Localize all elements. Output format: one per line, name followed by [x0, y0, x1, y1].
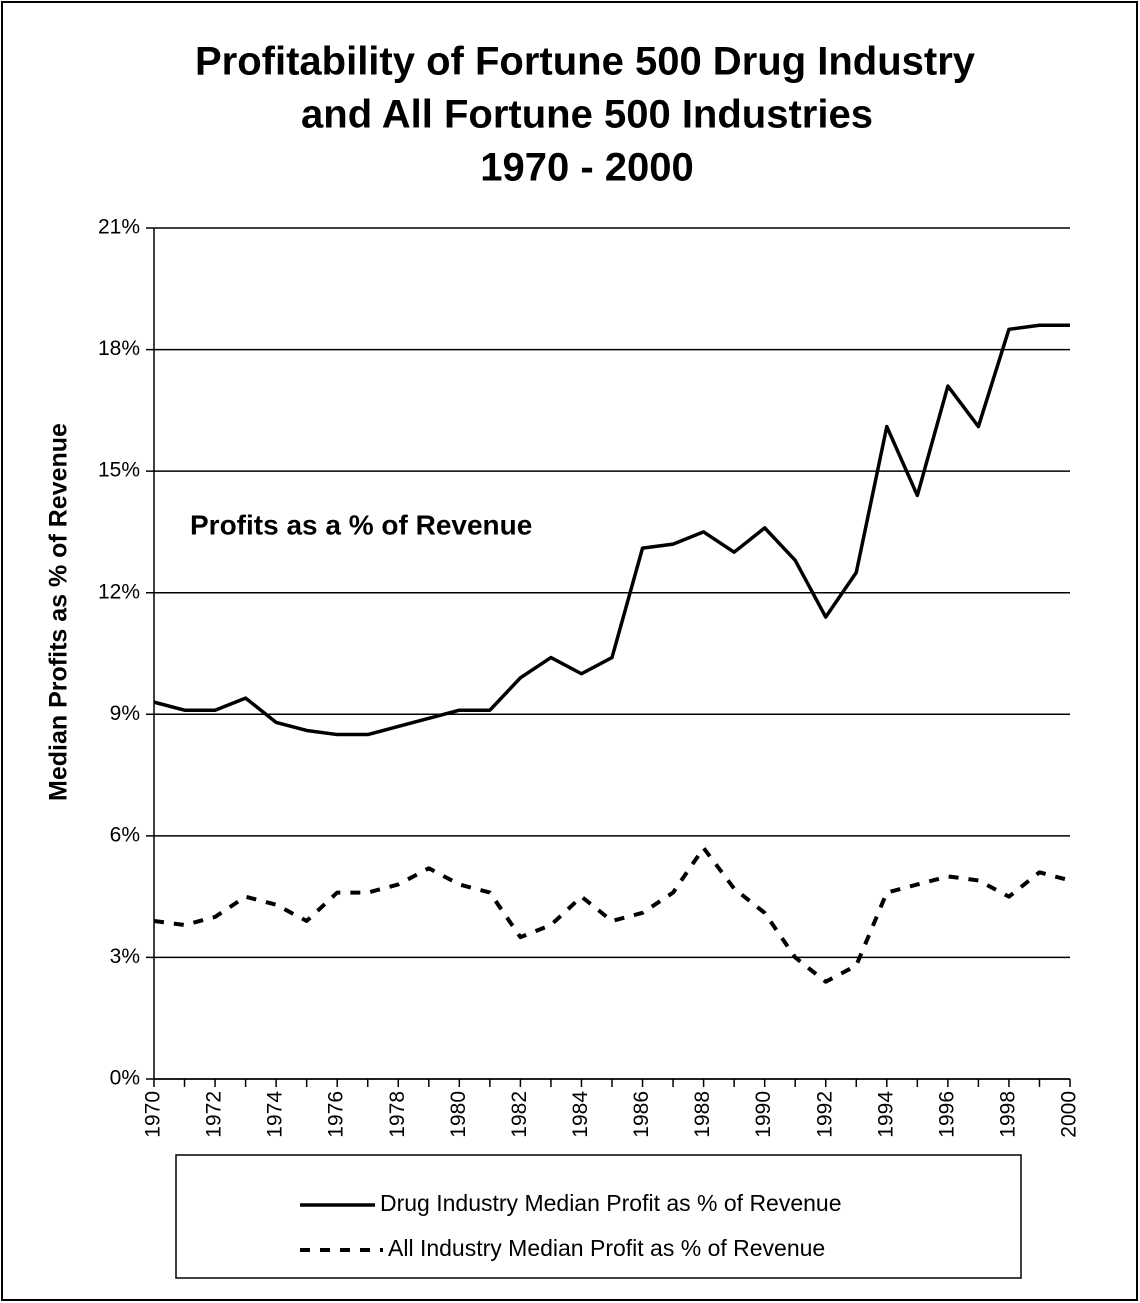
- x-tick-label: 1986: [630, 1091, 653, 1138]
- y-axis-label: Median Profits as % of Revenue: [45, 423, 73, 801]
- y-tick-label: 12%: [98, 580, 140, 603]
- x-tick-label: 1984: [569, 1091, 592, 1138]
- x-tick-label: 1980: [447, 1091, 470, 1138]
- x-tick-label: 1988: [691, 1091, 714, 1138]
- legend-label: All Industry Median Profit as % of Reven…: [388, 1235, 825, 1261]
- x-tick-label: 1998: [996, 1091, 1019, 1138]
- annotation: Profits as a % of Revenue: [190, 509, 532, 540]
- x-tick-label: 1972: [203, 1091, 226, 1138]
- y-tick-label: 6%: [110, 823, 140, 846]
- x-tick-label: 1982: [508, 1091, 531, 1138]
- series-line: [153, 323, 1070, 737]
- chart-title: Profitability of Fortune 500 Drug Indust…: [195, 40, 976, 84]
- x-tick-label: 1996: [935, 1091, 958, 1138]
- x-tick-label: 1978: [386, 1091, 409, 1138]
- legend-label: Drug Industry Median Profit as % of Reve…: [380, 1190, 842, 1216]
- x-tick-label: 1974: [264, 1091, 287, 1138]
- x-tick-label: 2000: [1058, 1091, 1081, 1138]
- series-line: [153, 846, 1071, 984]
- x-tick-label: 1990: [752, 1091, 775, 1138]
- y-tick-label: 21%: [98, 216, 140, 239]
- y-tick-label: 0%: [110, 1067, 140, 1090]
- x-tick-label: 1970: [142, 1091, 165, 1138]
- chart-title: and All Fortune 500 Industries: [301, 93, 873, 137]
- y-tick-label: 3%: [110, 945, 140, 968]
- y-tick-label: 9%: [110, 702, 140, 725]
- y-tick-label: 15%: [98, 459, 140, 482]
- chart-title: 1970 - 2000: [480, 146, 694, 190]
- x-tick-label: 1992: [813, 1091, 836, 1138]
- x-tick-label: 1994: [874, 1091, 897, 1138]
- x-tick-label: 1976: [325, 1091, 348, 1138]
- y-tick-label: 18%: [98, 337, 140, 360]
- legend-box: [175, 1154, 1022, 1279]
